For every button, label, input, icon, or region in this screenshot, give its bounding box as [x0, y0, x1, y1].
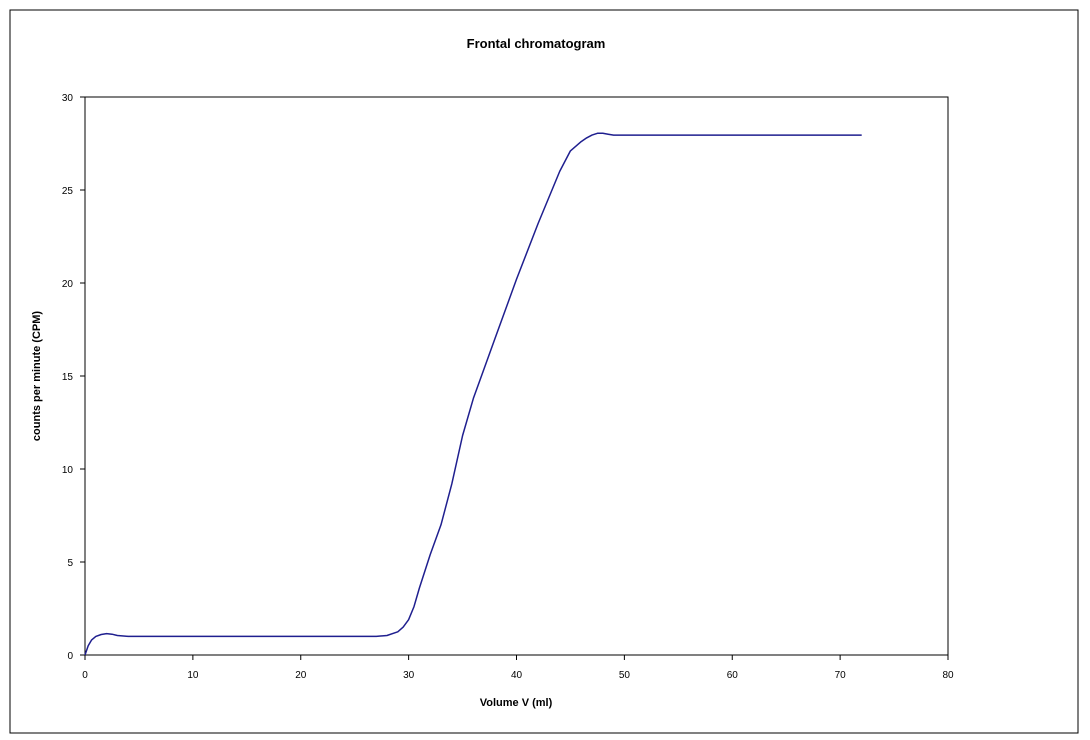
x-tick-label: 60	[727, 670, 739, 681]
y-tick-label: 10	[62, 465, 74, 476]
x-tick-label: 0	[82, 670, 88, 681]
x-axis-title: Volume V (ml)	[480, 697, 553, 709]
chart-title: Frontal chromatogram	[467, 36, 606, 51]
y-tick-label: 25	[62, 186, 74, 197]
series-layer	[84, 132, 862, 656]
x-axis: 0 10 20 30 40 50 60 70 80	[82, 655, 954, 681]
x-tick-label: 30	[403, 670, 415, 681]
y-tick-label: 0	[67, 651, 73, 662]
x-tick-label: 10	[187, 670, 199, 681]
chart-border	[9, 9, 1079, 734]
y-tick-label: 5	[67, 558, 73, 569]
x-tick-label: 70	[835, 670, 847, 681]
y-axis: 0 5 10 15 20 25 30	[62, 93, 85, 662]
y-axis-title: counts per minute (CPM)	[31, 311, 43, 442]
x-tick-label: 40	[511, 670, 523, 681]
x-tick-label: 50	[619, 670, 631, 681]
y-tick-label: 15	[62, 372, 74, 383]
y-tick-label: 30	[62, 93, 74, 104]
x-tick-label: 80	[942, 670, 954, 681]
x-tick-label: 20	[295, 670, 307, 681]
series-line-0	[84, 132, 862, 656]
y-tick-label: 20	[62, 279, 74, 290]
